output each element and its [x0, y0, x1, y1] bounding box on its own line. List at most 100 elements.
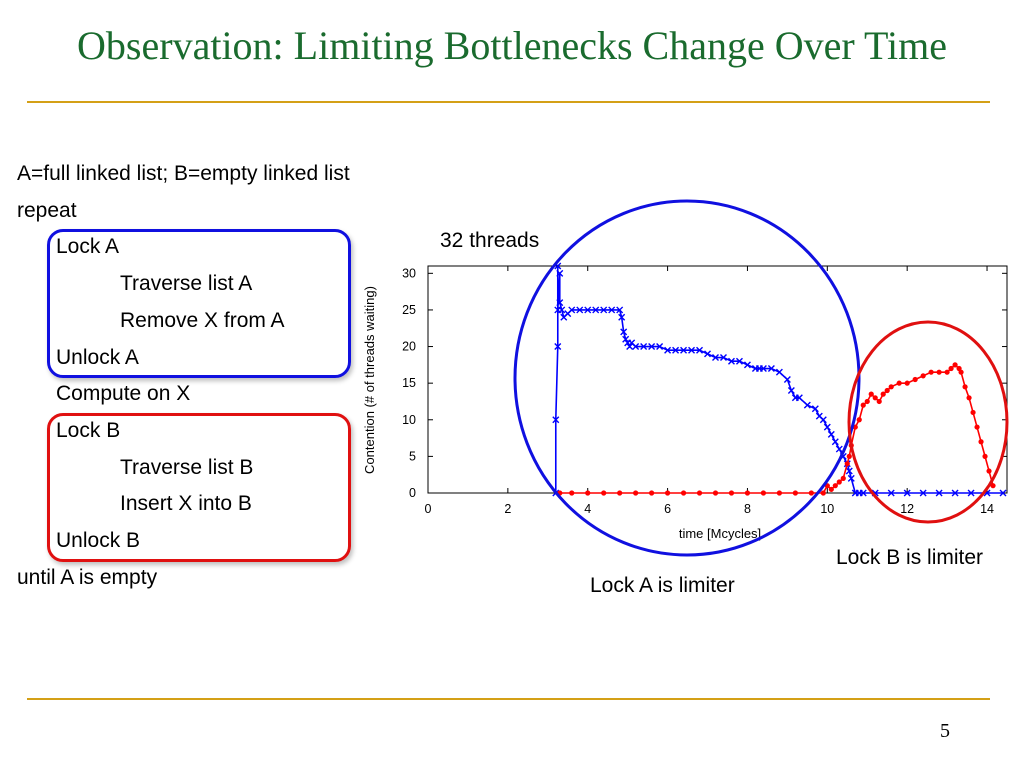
data-point: [592, 306, 600, 314]
data-point: [962, 384, 968, 390]
data-point: [896, 380, 902, 386]
contention-chart: 0 2 4 6 8 10 12 14 0 5 10 15 20 25 30 time [Mcycles] Con…: [362, 199, 1009, 557]
data-point: [648, 343, 656, 351]
data-point: [944, 369, 950, 375]
data-point: [828, 486, 834, 492]
data-point: [952, 362, 958, 368]
lock-b-circle: [847, 320, 1009, 524]
data-point: [990, 483, 996, 489]
data-point: [727, 357, 735, 365]
data-point: [696, 346, 704, 354]
data-point: [887, 489, 895, 497]
data-point: [719, 354, 727, 362]
data-point: [912, 376, 918, 383]
data-point: [884, 387, 890, 394]
data-point: [743, 361, 751, 369]
x-tick-label: 2: [504, 502, 511, 516]
code-line: Insert X into B: [120, 492, 252, 516]
data-point: [585, 490, 591, 496]
code-line: Unlock A: [56, 345, 139, 369]
data-point: [600, 306, 608, 314]
data-point: [819, 416, 827, 424]
code-line: Unlock B: [56, 529, 141, 552]
data-point: [688, 346, 696, 354]
lock-a-highlight-box: [47, 229, 351, 378]
x-tick-label: 12: [900, 502, 914, 516]
data-point: [728, 490, 735, 496]
data-point: [569, 490, 575, 496]
data-point: [872, 395, 878, 401]
y-tick-label: 20: [402, 340, 416, 354]
data-point: [856, 417, 862, 423]
data-point: [868, 391, 874, 397]
data-point: [831, 438, 839, 446]
data-point: [903, 489, 911, 497]
threads-annotation: 32 threads: [440, 229, 540, 252]
data-point: [712, 354, 719, 362]
data-point: [622, 335, 630, 343]
code-line: Lock B: [56, 418, 121, 442]
data-point: [795, 394, 803, 402]
x-tick-label: 14: [980, 502, 994, 516]
y-tick-label: 25: [402, 303, 416, 317]
lock-a-circle: [513, 199, 861, 557]
code-line: Compute on X: [56, 382, 191, 406]
data-point: [712, 490, 719, 496]
data-point: [640, 343, 648, 351]
data-point: [680, 490, 687, 496]
data-point: [836, 479, 842, 485]
data-point: [783, 376, 791, 383]
data-point: [760, 490, 767, 496]
data-point: [556, 299, 564, 307]
data-point: [775, 368, 783, 376]
data-point: [880, 391, 886, 397]
code-line: until A is empty: [17, 565, 158, 589]
y-tick-label: 0: [409, 486, 416, 500]
data-point: [556, 269, 564, 277]
data-point: [974, 424, 980, 430]
series-line: [559, 363, 994, 494]
x-axis-label: time [Mcycles]: [679, 526, 761, 541]
data-point: [904, 380, 910, 386]
data-point: [767, 365, 775, 373]
code-line: repeat: [17, 198, 77, 222]
data-point: [860, 402, 866, 408]
data-point: [920, 373, 926, 379]
pseudocode-block: A=full linked list; B=empty linked list r…: [0, 0, 460, 620]
page-number: 5: [940, 720, 950, 742]
data-point: [649, 490, 655, 496]
data-point: [680, 346, 688, 354]
data-point: [999, 489, 1007, 497]
data-point: [844, 461, 850, 467]
data-point: [558, 306, 566, 314]
data-point: [808, 490, 814, 496]
data-point: [835, 445, 843, 453]
data-point: [958, 369, 964, 375]
data-point: [859, 489, 867, 497]
data-point: [704, 350, 712, 358]
code-line: Remove X from A: [120, 308, 285, 332]
x-tick-label: 6: [664, 502, 671, 516]
data-point: [827, 430, 835, 438]
data-point: [664, 490, 671, 496]
data-point: [935, 489, 943, 497]
data-point: [978, 439, 984, 445]
footer-divider: [27, 698, 990, 700]
data-point: [759, 365, 767, 373]
data-point: [696, 490, 703, 496]
data-point: [735, 357, 743, 365]
data-point: [982, 453, 988, 459]
data-point: [584, 306, 592, 314]
data-point: [840, 475, 846, 481]
lock-b-limiter-annotation: Lock B is limiter: [836, 546, 984, 569]
data-point: [888, 384, 894, 390]
x-tick-label: 4: [584, 502, 591, 516]
data-point: [966, 395, 972, 401]
series-line: [554, 266, 1004, 494]
data-point: [845, 467, 853, 475]
data-point: [864, 398, 870, 405]
data-point: [632, 343, 640, 351]
code-line: Traverse list A: [120, 272, 253, 296]
data-point: [617, 490, 623, 496]
data-point: [672, 346, 680, 354]
